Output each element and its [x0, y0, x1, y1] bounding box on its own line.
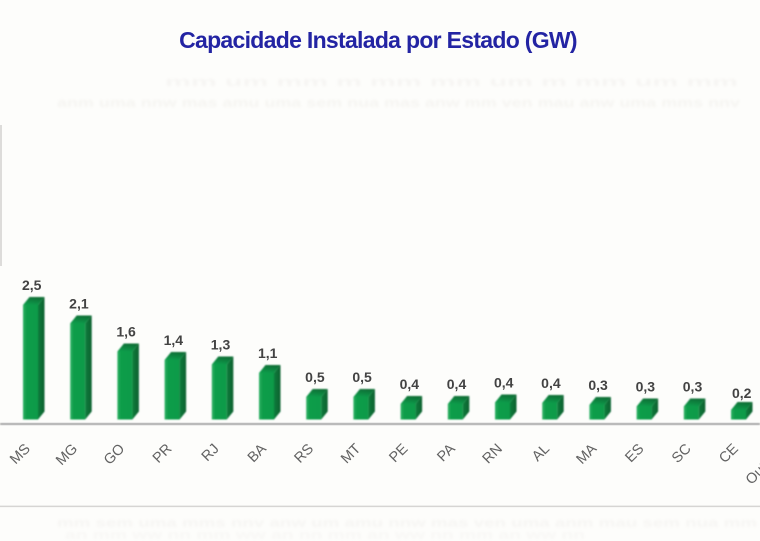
svg-text:0,3: 0,3	[683, 379, 703, 395]
svg-text:RS: RS	[291, 441, 317, 467]
svg-text:BA: BA	[245, 441, 270, 466]
svg-text:0,4: 0,4	[494, 375, 514, 391]
svg-text:CE: CE	[716, 441, 742, 467]
svg-text:0,5: 0,5	[305, 369, 325, 385]
svg-text:PE: PE	[386, 441, 411, 466]
svg-text:1,1: 1,1	[258, 345, 278, 361]
svg-text:anm uma nnw mas amu uma sem nu: anm uma nnw mas amu uma sem nua mas anw …	[57, 95, 741, 110]
svg-text:0,4: 0,4	[541, 375, 561, 391]
svg-text:mm um mm m mm mm um m mm um mm: mm um mm m mm mm um m mm um mm	[165, 74, 738, 89]
svg-text:MA: MA	[574, 441, 601, 468]
svg-text:PA: PA	[434, 441, 458, 465]
svg-text:Outros: Outros	[743, 446, 760, 488]
svg-text:0,5: 0,5	[352, 369, 372, 385]
svg-text:2,1: 2,1	[69, 296, 89, 312]
svg-text:mm sem uma mms nnv anw um amu: mm sem uma mms nnv anw um amu nnw mas ve…	[57, 515, 757, 530]
svg-text:ES: ES	[622, 441, 647, 466]
svg-text:1,4: 1,4	[164, 332, 184, 348]
svg-text:RJ: RJ	[199, 441, 223, 465]
svg-text:RN: RN	[480, 441, 506, 467]
svg-text:SC: SC	[669, 441, 695, 467]
svg-text:0,4: 0,4	[447, 376, 467, 392]
svg-text:0,2: 0,2	[732, 385, 752, 401]
svg-text:PR: PR	[150, 441, 176, 467]
svg-text:GO: GO	[101, 441, 128, 468]
svg-text:MS: MS	[7, 441, 34, 468]
svg-text:0,4: 0,4	[400, 376, 420, 392]
svg-text:AL: AL	[529, 441, 553, 465]
svg-text:1,3: 1,3	[211, 337, 231, 353]
svg-text:MG: MG	[53, 441, 81, 469]
svg-text:0,3: 0,3	[588, 377, 608, 393]
svg-text:1,6: 1,6	[116, 324, 136, 340]
svg-text:2,5: 2,5	[22, 277, 42, 293]
svg-text:MT: MT	[338, 441, 364, 467]
svg-text:an mm ww nn mm ww an nn mm an: an mm ww nn mm ww an nn mm an ww nn mm a…	[65, 527, 585, 541]
svg-text:0,3: 0,3	[636, 379, 656, 395]
